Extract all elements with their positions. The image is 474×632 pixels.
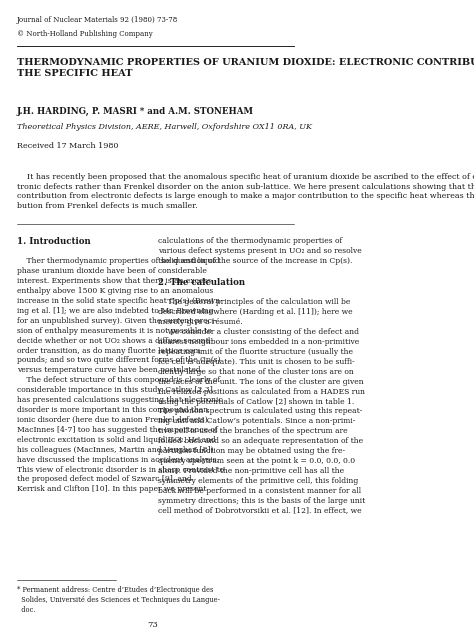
Text: 73: 73: [147, 621, 157, 629]
Text: * Permanent address: Centre d’Etudes d’Electronique des
  Solides, Université de: * Permanent address: Centre d’Etudes d’E…: [17, 586, 219, 614]
Text: 1. Introduction: 1. Introduction: [17, 237, 91, 246]
Text: J.H. HARDING, P. MASRI * and A.M. STONEHAM: J.H. HARDING, P. MASRI * and A.M. STONEH…: [17, 107, 254, 116]
Text: Theoretical Physics Division, AERE, Harwell, Oxfordshire OX11 0RA, UK: Theoretical Physics Division, AERE, Harw…: [17, 123, 312, 131]
Text: Ther thermodynamic properties of solid and liquid
phase uranium dioxide have bee: Ther thermodynamic properties of solid a…: [17, 257, 224, 494]
Text: The general principles of the calculation will be
described elsewhere (Harding e: The general principles of the calculatio…: [158, 298, 365, 514]
Text: Received 17 March 1980: Received 17 March 1980: [17, 142, 118, 150]
Text: It has recently been proposed that the anomalous specific heat of uranium dioxid: It has recently been proposed that the a…: [17, 173, 474, 210]
Text: 2. The calculation: 2. The calculation: [158, 278, 246, 287]
Text: calculations of the thermodynamic properties of
various defect systems present i: calculations of the thermodynamic proper…: [158, 237, 362, 265]
Text: Journal of Nuclear Materials 92 (1980) 73-78: Journal of Nuclear Materials 92 (1980) 7…: [17, 16, 178, 24]
Text: © North-Holland Publishing Company: © North-Holland Publishing Company: [17, 30, 153, 38]
Text: THERMODYNAMIC PROPERTIES OF URANIUM DIOXIDE: ELECTRONIC CONTRIBUTIONS TO
THE SPE: THERMODYNAMIC PROPERTIES OF URANIUM DIOX…: [17, 58, 474, 78]
